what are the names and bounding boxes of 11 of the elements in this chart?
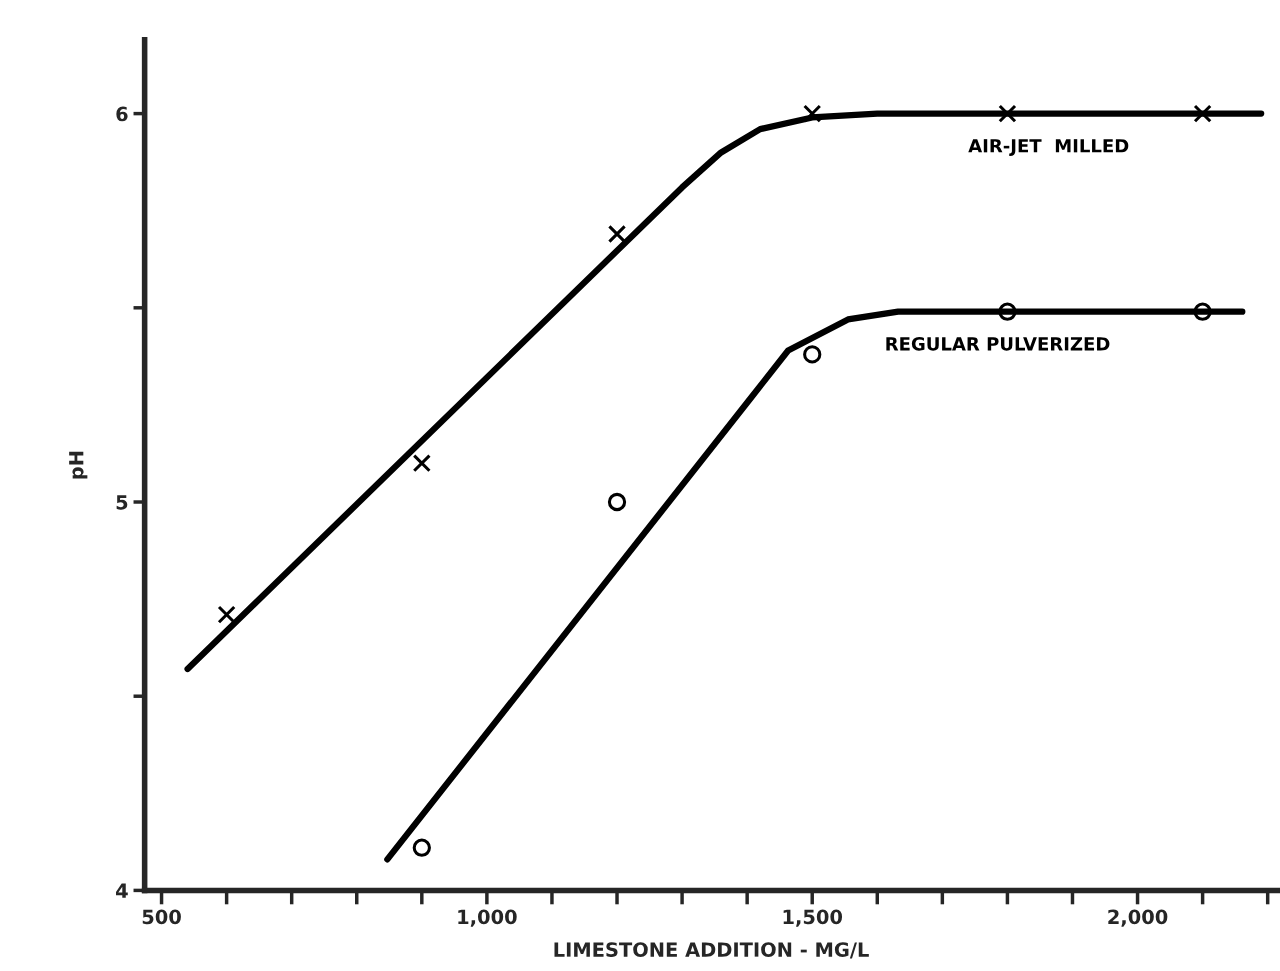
x-tick-label: 2,000 bbox=[1108, 909, 1168, 927]
y-tick-label: 5 bbox=[116, 495, 128, 510]
series-label: AIR-JET MILLED bbox=[968, 139, 1129, 156]
x-axis-title: LIMESTONE ADDITION - MG/L bbox=[554, 942, 869, 959]
y-axis-title: pH bbox=[69, 451, 88, 479]
x-tick-label: 1,500 bbox=[783, 909, 843, 927]
x-tick-label: 1,000 bbox=[458, 909, 517, 927]
y-tick-label: 4 bbox=[116, 883, 128, 898]
x-tick-label: 500 bbox=[142, 909, 181, 925]
series-label: REGULAR PULVERIZED bbox=[886, 337, 1110, 351]
y-tick-label: 6 bbox=[116, 106, 128, 122]
